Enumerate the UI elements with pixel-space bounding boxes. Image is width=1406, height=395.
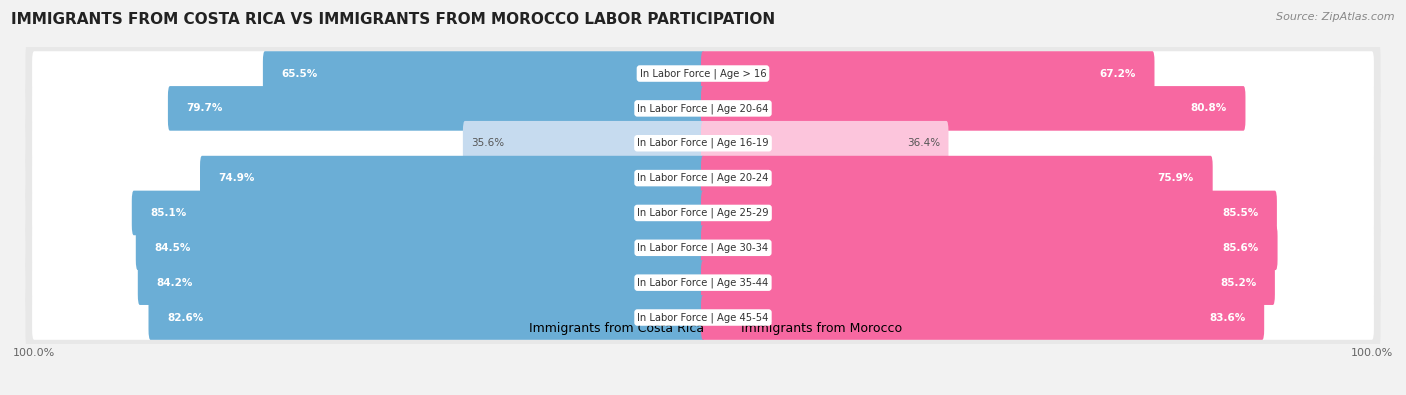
- Text: 85.1%: 85.1%: [150, 208, 187, 218]
- FancyBboxPatch shape: [463, 121, 704, 166]
- Text: 75.9%: 75.9%: [1157, 173, 1194, 183]
- FancyBboxPatch shape: [25, 67, 1381, 150]
- Text: 74.9%: 74.9%: [219, 173, 254, 183]
- FancyBboxPatch shape: [32, 295, 1374, 340]
- Text: 65.5%: 65.5%: [281, 69, 318, 79]
- Text: 84.5%: 84.5%: [155, 243, 191, 253]
- FancyBboxPatch shape: [702, 260, 1275, 305]
- FancyBboxPatch shape: [702, 191, 1277, 235]
- Text: 36.4%: 36.4%: [907, 138, 939, 148]
- Text: In Labor Force | Age 20-64: In Labor Force | Age 20-64: [637, 103, 769, 114]
- Text: 85.2%: 85.2%: [1220, 278, 1256, 288]
- FancyBboxPatch shape: [263, 51, 704, 96]
- FancyBboxPatch shape: [25, 276, 1381, 359]
- FancyBboxPatch shape: [32, 260, 1374, 305]
- Text: In Labor Force | Age > 16: In Labor Force | Age > 16: [640, 68, 766, 79]
- Text: In Labor Force | Age 16-19: In Labor Force | Age 16-19: [637, 138, 769, 149]
- Text: In Labor Force | Age 30-34: In Labor Force | Age 30-34: [637, 243, 769, 253]
- FancyBboxPatch shape: [32, 191, 1374, 235]
- FancyBboxPatch shape: [138, 260, 704, 305]
- FancyBboxPatch shape: [702, 86, 1246, 131]
- FancyBboxPatch shape: [702, 121, 949, 166]
- Text: Source: ZipAtlas.com: Source: ZipAtlas.com: [1277, 12, 1395, 22]
- Text: 80.8%: 80.8%: [1191, 103, 1226, 113]
- Text: In Labor Force | Age 20-24: In Labor Force | Age 20-24: [637, 173, 769, 183]
- Text: IMMIGRANTS FROM COSTA RICA VS IMMIGRANTS FROM MOROCCO LABOR PARTICIPATION: IMMIGRANTS FROM COSTA RICA VS IMMIGRANTS…: [11, 12, 775, 27]
- FancyBboxPatch shape: [32, 156, 1374, 200]
- Text: 79.7%: 79.7%: [187, 103, 224, 113]
- FancyBboxPatch shape: [702, 226, 1278, 270]
- Legend: Immigrants from Costa Rica, Immigrants from Morocco: Immigrants from Costa Rica, Immigrants f…: [499, 317, 907, 340]
- FancyBboxPatch shape: [25, 206, 1381, 290]
- FancyBboxPatch shape: [32, 51, 1374, 96]
- FancyBboxPatch shape: [25, 32, 1381, 115]
- FancyBboxPatch shape: [167, 86, 704, 131]
- FancyBboxPatch shape: [25, 171, 1381, 255]
- Text: 85.5%: 85.5%: [1222, 208, 1258, 218]
- FancyBboxPatch shape: [200, 156, 704, 200]
- FancyBboxPatch shape: [25, 241, 1381, 324]
- Text: In Labor Force | Age 45-54: In Labor Force | Age 45-54: [637, 312, 769, 323]
- Text: In Labor Force | Age 25-29: In Labor Force | Age 25-29: [637, 208, 769, 218]
- Text: 35.6%: 35.6%: [471, 138, 505, 148]
- FancyBboxPatch shape: [702, 51, 1154, 96]
- FancyBboxPatch shape: [132, 191, 704, 235]
- Text: In Labor Force | Age 35-44: In Labor Force | Age 35-44: [637, 277, 769, 288]
- FancyBboxPatch shape: [32, 86, 1374, 131]
- FancyBboxPatch shape: [25, 102, 1381, 185]
- Text: 84.2%: 84.2%: [156, 278, 193, 288]
- Text: 67.2%: 67.2%: [1099, 69, 1136, 79]
- FancyBboxPatch shape: [702, 295, 1264, 340]
- FancyBboxPatch shape: [702, 156, 1213, 200]
- FancyBboxPatch shape: [32, 226, 1374, 270]
- FancyBboxPatch shape: [149, 295, 704, 340]
- Text: 85.6%: 85.6%: [1223, 243, 1258, 253]
- Text: 82.6%: 82.6%: [167, 312, 204, 322]
- FancyBboxPatch shape: [32, 121, 1374, 166]
- Text: 83.6%: 83.6%: [1209, 312, 1246, 322]
- FancyBboxPatch shape: [136, 226, 704, 270]
- FancyBboxPatch shape: [25, 136, 1381, 220]
